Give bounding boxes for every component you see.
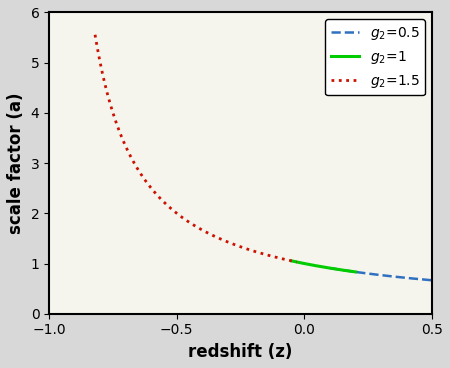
$g_2=0.5$ <box>376 273 382 277</box>
$g_2=1.5$ <box>92 32 98 37</box>
$g_2=1.5$ <box>212 234 218 239</box>
Line: $g_2=1.5$: $g_2=1.5$ <box>95 35 297 262</box>
Line: $g_2=1$: $g_2=1$ <box>292 261 356 272</box>
$g_2=1.5$ <box>188 221 194 226</box>
$g_2=0.5$ <box>388 274 393 279</box>
Y-axis label: scale factor (a): scale factor (a) <box>7 92 25 234</box>
$g_2=1.5$ <box>189 222 195 226</box>
$g_2=1$ <box>289 259 294 263</box>
Line: $g_2=0.5$: $g_2=0.5$ <box>330 268 432 280</box>
$g_2=1.5$ <box>294 260 300 264</box>
$g_2=1$ <box>341 268 346 272</box>
$g_2=1$ <box>327 266 333 270</box>
$g_2=0.5$ <box>427 278 432 282</box>
$g_2=0.5$ <box>429 278 435 283</box>
$g_2=1$ <box>353 270 358 274</box>
X-axis label: redshift (z): redshift (z) <box>189 343 293 361</box>
$g_2=1.5$ <box>289 259 295 263</box>
$g_2=1$ <box>351 269 357 274</box>
$g_2=0.5$ <box>411 276 416 281</box>
$g_2=0.5$ <box>376 273 381 277</box>
$g_2=1.5$ <box>202 229 207 233</box>
$g_2=0.5$ <box>327 266 333 270</box>
Legend: $g_2$=0.5, $g_2$=1, $g_2$=1.5: $g_2$=0.5, $g_2$=1, $g_2$=1.5 <box>325 20 425 95</box>
$g_2=1$ <box>324 265 329 270</box>
$g_2=1$ <box>320 265 325 269</box>
$g_2=0.5$ <box>382 273 388 278</box>
$g_2=1$ <box>320 265 325 269</box>
$g_2=1.5$ <box>258 251 263 255</box>
